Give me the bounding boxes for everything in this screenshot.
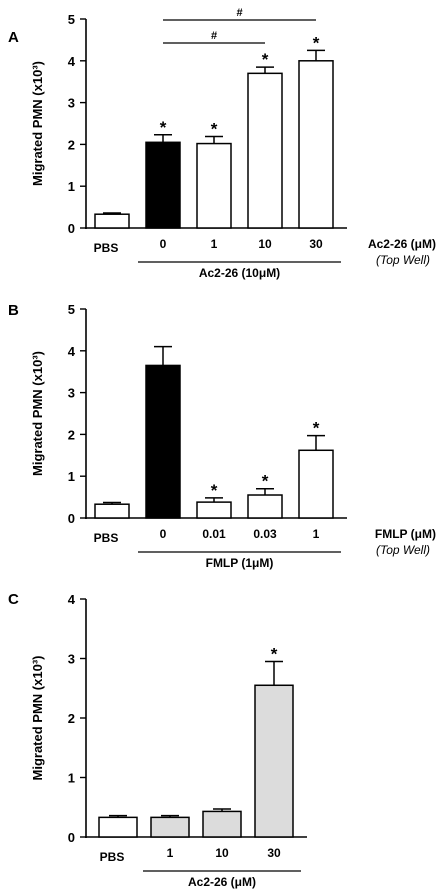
chart-panel-c: C Migrated PMN (x10³) 0 1 2 3 4 * PBS 1 10 30 Ac2-26… — [8, 591, 307, 892]
panel-letter: C — [8, 591, 19, 608]
y-tick-label: 2 — [68, 427, 75, 442]
y-tick-label: 5 — [68, 12, 75, 27]
right-axis-sublabel: (Top Well) — [376, 253, 430, 267]
y-tick-label: 0 — [68, 830, 75, 845]
bar — [98, 816, 138, 838]
significance-marker: * — [313, 33, 320, 52]
significance-marker: * — [160, 118, 167, 137]
category-label: PBS — [94, 531, 119, 545]
significance-marker: * — [313, 419, 320, 438]
significance-marker: * — [262, 472, 269, 491]
y-tick-label: 4 — [68, 592, 76, 607]
y-tick-label: 1 — [68, 179, 75, 194]
panel-letter: A — [8, 29, 19, 46]
y-tick-label: 5 — [68, 302, 75, 317]
bar — [145, 364, 181, 519]
chart-panel-a: A Migrated PMN (x10³) 0 1 2 3 4 5 * * * * PBS 0 1 10 30 A… — [8, 7, 436, 280]
category-label: 0 — [160, 527, 167, 541]
bar — [254, 684, 294, 838]
y-tick-label: 0 — [68, 511, 75, 526]
y-tick-label: 3 — [68, 386, 75, 401]
y-axis-label: Migrated PMN (x10³) — [30, 351, 45, 476]
comparison-symbol: # — [236, 7, 242, 19]
y-axis-label: Migrated PMN (x10³) — [30, 61, 45, 186]
category-label: 30 — [267, 846, 281, 860]
y-tick-label: 3 — [68, 96, 75, 111]
bar — [298, 449, 334, 519]
bar — [150, 816, 190, 838]
group-label: FMLP (1μM) — [206, 556, 274, 570]
significance-marker: * — [211, 481, 218, 500]
comparison-symbol: # — [211, 30, 217, 42]
y-tick-label: 4 — [68, 54, 76, 69]
significance-marker: * — [211, 119, 218, 138]
panel-letter: B — [8, 302, 19, 319]
bar — [94, 213, 130, 229]
category-label: 0.03 — [253, 527, 277, 541]
y-tick-label: 3 — [68, 652, 75, 667]
bar — [298, 60, 334, 229]
bar — [202, 810, 242, 838]
y-tick-label: 4 — [68, 344, 76, 359]
y-tick-label: 1 — [68, 469, 75, 484]
significance-marker: * — [262, 50, 269, 69]
right-axis-label: FMLP (μM) — [375, 527, 436, 541]
category-label: 1 — [313, 527, 320, 541]
category-label: 30 — [309, 237, 323, 251]
bar — [196, 142, 232, 229]
bar — [247, 72, 283, 229]
chart-panel-b: B Migrated PMN (x10³) 0 1 2 3 4 5 * * * PBS 0 0.01 0.0… — [8, 302, 436, 570]
significance-marker: * — [271, 644, 278, 663]
y-tick-label: 2 — [68, 137, 75, 152]
category-label: 10 — [258, 237, 272, 251]
category-label: 1 — [167, 846, 174, 860]
group-label: Ac2-26 (10μM) — [199, 266, 280, 280]
right-axis-sublabel: (Top Well) — [376, 543, 430, 557]
category-label: 0 — [160, 237, 167, 251]
category-label: 1 — [211, 237, 218, 251]
group-label: Ac2-26 (μM) — [188, 875, 256, 889]
bar — [196, 501, 232, 519]
y-tick-label: 1 — [68, 771, 75, 786]
y-tick-label: 2 — [68, 711, 75, 726]
right-axis-label: Ac2-26 (μM) — [368, 237, 436, 251]
bar — [247, 494, 283, 519]
category-label: PBS — [94, 241, 119, 255]
category-label: PBS — [100, 850, 125, 864]
y-tick-label: 0 — [68, 221, 75, 236]
y-axis-label: Migrated PMN (x10³) — [30, 656, 45, 781]
category-label: 10 — [215, 846, 229, 860]
bar — [94, 503, 130, 519]
category-label: 0.01 — [202, 527, 226, 541]
bar — [145, 141, 181, 229]
